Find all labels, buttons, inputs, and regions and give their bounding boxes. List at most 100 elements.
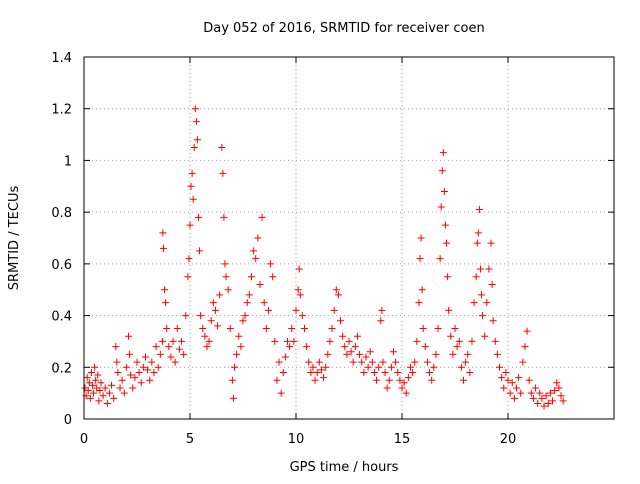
data-point <box>144 366 152 374</box>
data-point <box>428 376 436 384</box>
data-point <box>445 306 453 314</box>
data-point <box>184 273 192 281</box>
data-point <box>512 384 520 392</box>
axes: 0 0.2 0.4 0.6 0.8 1 1.2 1.4 0 5 10 15 20 <box>51 51 615 447</box>
data-point <box>479 312 487 320</box>
data-point <box>294 286 302 294</box>
data-point <box>114 368 122 376</box>
data-point <box>118 376 126 384</box>
data-point <box>175 345 183 353</box>
data-point <box>311 376 319 384</box>
data-point <box>271 337 279 345</box>
data-point <box>390 348 398 356</box>
data-point <box>173 325 181 332</box>
data-point <box>180 350 188 358</box>
x-tick-label: 0 <box>80 432 88 447</box>
data-point <box>92 376 100 384</box>
data-point <box>523 327 531 335</box>
data-point <box>404 374 412 382</box>
x-axis-label: GPS time / hours <box>290 460 399 475</box>
data-point <box>440 187 448 195</box>
data-point <box>406 363 414 371</box>
data-point <box>488 281 496 289</box>
data-point <box>245 291 253 299</box>
data-point <box>444 273 452 281</box>
data-point <box>385 376 393 384</box>
data-point <box>502 368 510 376</box>
data-point <box>438 167 446 175</box>
data-point <box>222 273 230 281</box>
data-point <box>546 389 554 397</box>
data-point <box>483 299 491 307</box>
chart-title: Day 052 of 2016, SRMTID for receiver coe… <box>203 21 485 36</box>
data-point <box>383 384 391 392</box>
data-point <box>351 343 359 351</box>
data-point <box>418 286 426 294</box>
data-point <box>313 368 321 376</box>
data-point <box>536 389 544 397</box>
data-point <box>199 325 207 332</box>
data-point <box>254 234 262 242</box>
data-point <box>84 387 92 395</box>
data-point <box>555 384 563 392</box>
data-point <box>474 229 482 237</box>
data-point <box>194 213 202 221</box>
data-point <box>127 371 135 379</box>
data-point <box>113 358 121 366</box>
data-point <box>441 221 449 229</box>
data-point <box>519 358 527 366</box>
data-point <box>116 384 124 392</box>
data-point <box>237 343 245 351</box>
data-point <box>87 368 95 376</box>
y-tick-label: 0.8 <box>51 206 72 221</box>
data-point <box>496 363 504 371</box>
data-point <box>120 389 128 397</box>
data-point <box>250 247 258 255</box>
data-point <box>201 332 209 340</box>
data-point <box>228 376 236 384</box>
data-point <box>296 291 304 299</box>
data-point <box>423 358 431 366</box>
data-point <box>281 353 289 361</box>
data-point <box>185 255 193 263</box>
data-point <box>211 306 219 314</box>
data-point <box>88 381 96 389</box>
data-point <box>360 368 368 376</box>
data-point <box>326 337 334 345</box>
data-point <box>178 337 186 345</box>
data-point <box>131 374 139 382</box>
data-point <box>133 358 141 366</box>
y-tick-label: 0.6 <box>51 258 72 273</box>
plot-border <box>83 56 615 420</box>
data-point <box>553 379 561 387</box>
data-point <box>527 389 535 397</box>
data-point <box>540 402 548 410</box>
data-point <box>328 325 336 332</box>
data-point <box>97 379 105 387</box>
data-point <box>309 363 317 371</box>
data-point <box>99 392 107 400</box>
data-point <box>298 312 306 320</box>
data-point <box>191 105 199 113</box>
data-point <box>349 358 357 366</box>
data-point <box>216 291 224 299</box>
data-point <box>224 286 232 294</box>
data-point <box>247 273 255 281</box>
data-point <box>538 394 546 402</box>
data-point <box>267 260 275 268</box>
data-point <box>154 363 162 371</box>
data-point <box>322 363 330 371</box>
data-point <box>364 363 372 371</box>
data-point <box>190 144 198 151</box>
data-point <box>193 136 201 144</box>
data-point <box>167 353 175 361</box>
data-point <box>417 234 425 242</box>
data-point <box>334 291 342 299</box>
data-point <box>101 384 109 392</box>
data-point <box>459 376 467 384</box>
data-point <box>504 376 512 384</box>
data-point <box>353 332 361 340</box>
data-point <box>559 397 567 405</box>
y-tick-label: 0 <box>64 413 72 428</box>
data-point <box>476 265 484 273</box>
